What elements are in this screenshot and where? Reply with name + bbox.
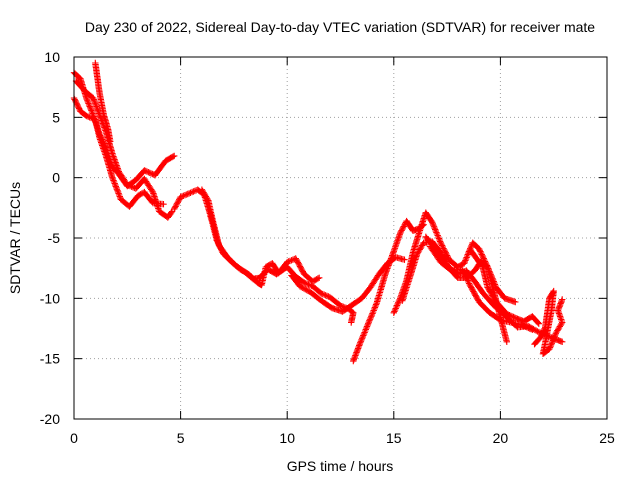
series-track-12	[426, 243, 536, 333]
y-axis-label: SDTVAR / TECUs	[7, 182, 23, 294]
y-tick-label: -15	[40, 351, 60, 367]
x-tick-label: 0	[70, 430, 78, 446]
series-markers	[72, 77, 176, 221]
axis-ticks	[73, 56, 608, 420]
data-series	[70, 59, 566, 365]
y-tick-label: -10	[40, 290, 60, 306]
series-track-8	[350, 217, 427, 365]
series-markers	[92, 59, 114, 145]
chart-title: Day 230 of 2022, Sidereal Day-to-day VTE…	[85, 19, 595, 35]
x-tick-label: 25	[599, 430, 615, 446]
y-tick-label: 10	[44, 49, 60, 65]
grid-lines	[74, 57, 607, 419]
series-track-2	[72, 77, 176, 221]
x-tick-label: 15	[386, 430, 402, 446]
x-tick-label: 10	[279, 430, 295, 446]
series-track-4	[92, 59, 114, 145]
x-axis-tick-labels: 0 5 10 15 20 25	[70, 430, 615, 446]
series-markers	[531, 287, 566, 357]
x-tick-label: 5	[177, 430, 185, 446]
y-tick-label: -20	[40, 411, 60, 427]
series-markers	[198, 186, 357, 326]
series-markers	[350, 217, 427, 365]
series-markers	[426, 243, 536, 333]
y-tick-label: 0	[52, 170, 60, 186]
series-track-6	[198, 186, 357, 326]
y-tick-label: -5	[48, 230, 61, 246]
series-track-14	[531, 287, 566, 357]
x-axis-label: GPS time / hours	[287, 458, 394, 474]
series-track-13	[467, 246, 519, 306]
y-axis-tick-labels: -20 -15 -10 -5 0 5 10	[40, 49, 60, 427]
x-tick-label: 20	[493, 430, 509, 446]
series-markers	[467, 246, 519, 306]
y-tick-label: 5	[52, 109, 60, 125]
